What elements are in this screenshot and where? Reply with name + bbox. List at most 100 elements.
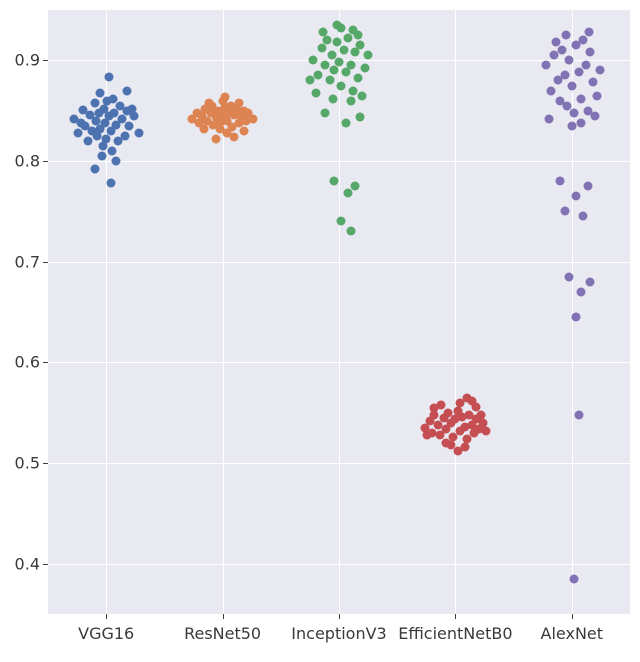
data-point [317,44,326,53]
data-point [226,101,235,110]
ytick-label: 0.9 [15,51,48,70]
data-point [588,78,597,87]
data-point [332,38,341,47]
data-point [558,46,567,55]
data-point [346,227,355,236]
data-point [248,114,257,123]
data-point [567,81,576,90]
data-point [109,94,118,103]
data-point [125,121,134,130]
data-point [335,58,344,67]
data-point [220,92,229,101]
data-point [330,66,339,75]
chart-container: 0.40.50.60.70.80.9VGG16ResNet50Inception… [0,0,640,662]
data-point [321,61,330,70]
data-point [344,34,353,43]
data-point [97,151,106,160]
data-point [574,410,583,419]
data-point [358,91,367,100]
data-point [560,71,569,80]
data-point [586,48,595,57]
data-point [318,28,327,37]
data-point [106,179,115,188]
gridline-vertical [339,10,340,614]
data-point [542,61,551,70]
data-point [581,61,590,70]
data-point [230,132,239,141]
data-point [111,157,120,166]
data-point [341,118,350,127]
data-point [567,121,576,130]
data-point [577,118,586,127]
xtick-label: InceptionV3 [291,614,386,643]
data-point [330,177,339,186]
data-point [127,104,136,113]
data-point [570,108,579,117]
data-point [453,446,462,455]
data-point [463,393,472,402]
data-point [348,86,357,95]
data-point [595,66,604,75]
data-point [234,98,243,107]
data-point [574,68,583,77]
data-point [348,26,357,35]
data-point [120,131,129,140]
data-point [325,76,334,85]
data-point [314,71,323,80]
data-point [353,74,362,83]
ytick-label: 0.4 [15,554,48,573]
data-point [346,96,355,105]
data-point [83,136,92,145]
data-point [337,217,346,226]
xtick-label: ResNet50 [184,614,261,643]
xtick-label: VGG16 [78,614,134,643]
data-point [585,28,594,37]
data-point [90,98,99,107]
gridline-vertical [455,10,456,614]
data-point [351,182,360,191]
data-point [311,88,320,97]
ytick-label: 0.5 [15,454,48,473]
data-point [446,440,455,449]
data-point [551,38,560,47]
data-point [102,134,111,143]
plot-area: 0.40.50.60.70.80.9VGG16ResNet50Inception… [48,10,630,614]
data-point [360,64,369,73]
data-point [355,41,364,50]
xtick-label: EfficientNetB0 [398,614,512,643]
data-point [591,111,600,120]
data-point [305,76,314,85]
data-point [560,207,569,216]
data-point [339,46,348,55]
data-point [565,56,574,65]
data-point [561,31,570,40]
data-point [337,81,346,90]
data-point [344,189,353,198]
data-point [332,21,341,30]
data-point [586,277,595,286]
data-point [572,192,581,201]
data-point [329,94,338,103]
gridline-vertical [572,10,573,614]
data-point [572,313,581,322]
data-point [579,36,588,45]
data-point [96,88,105,97]
data-point [239,126,248,135]
data-point [544,114,553,123]
data-point [346,61,355,70]
data-point [309,56,318,65]
data-point [216,124,225,133]
data-point [355,112,364,121]
data-point [134,128,143,137]
data-point [546,86,555,95]
data-point [579,212,588,221]
data-point [593,91,602,100]
ytick-label: 0.6 [15,353,48,372]
data-point [208,101,217,110]
data-point [577,287,586,296]
data-point [321,108,330,117]
data-point [74,128,83,137]
data-point [570,574,579,583]
data-point [199,124,208,133]
ytick-label: 0.7 [15,252,48,271]
